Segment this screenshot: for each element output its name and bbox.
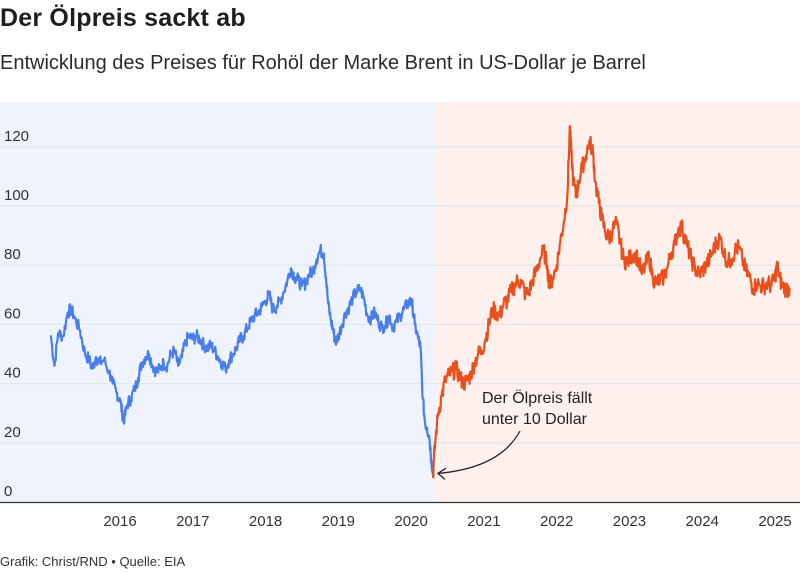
footer: Grafik: Christ/RND • Quelle: EIA [0, 554, 185, 569]
y-axis-ticks: 0 20 40 60 80 100 120 [4, 128, 29, 500]
annotation-text-line: Der Ölpreis fällt [482, 389, 593, 407]
annotation: Der Ölpreis fällt unter 10 Dollar [436, 389, 593, 480]
y-tick-label: 20 [4, 424, 21, 441]
y-tick-label: 40 [4, 365, 21, 382]
x-tick-label: 2021 [467, 513, 500, 530]
y-tick-label: 0 [4, 483, 12, 500]
x-tick-label: 2023 [613, 513, 646, 530]
x-tick-label: 2018 [249, 513, 282, 530]
annotation-arrowhead [436, 467, 447, 480]
footer-credit: Grafik: Christ/RND [0, 554, 108, 569]
x-tick-label: 2017 [176, 513, 209, 530]
chart-subtitle: Entwicklung des Preises für Rohöl der Ma… [0, 52, 646, 74]
x-tick-label: 2022 [540, 513, 573, 530]
x-tick-label: 2019 [322, 513, 355, 530]
series-line-1 [431, 125, 791, 479]
x-tick-label: 2025 [758, 513, 791, 530]
x-tick-label: 2024 [686, 513, 719, 530]
gridlines [0, 146, 800, 504]
y-tick-label: 60 [4, 305, 21, 322]
x-axis-ticks: 2016 2017 2018 2019 2020 2021 2022 2023 2024 2025 [103, 513, 791, 530]
annotation-text-line: unter 10 Dollar [482, 411, 588, 428]
background-region-0 [0, 102, 436, 502]
background-region-1 [435, 102, 800, 502]
y-tick-label: 100 [4, 187, 29, 204]
background-regions [0, 102, 800, 502]
chart-title: Der Ölpreis sackt ab [0, 4, 246, 32]
footer-source: Quelle: EIA [119, 554, 186, 569]
series-lines [49, 125, 791, 479]
x-tick-label: 2020 [394, 513, 427, 530]
series-line-0 [49, 243, 435, 477]
y-tick-label: 120 [4, 128, 29, 145]
footer-separator: • [111, 554, 116, 569]
annotation-arrow [437, 430, 521, 475]
y-tick-label: 80 [4, 246, 21, 263]
x-tick-label: 2016 [103, 513, 136, 530]
